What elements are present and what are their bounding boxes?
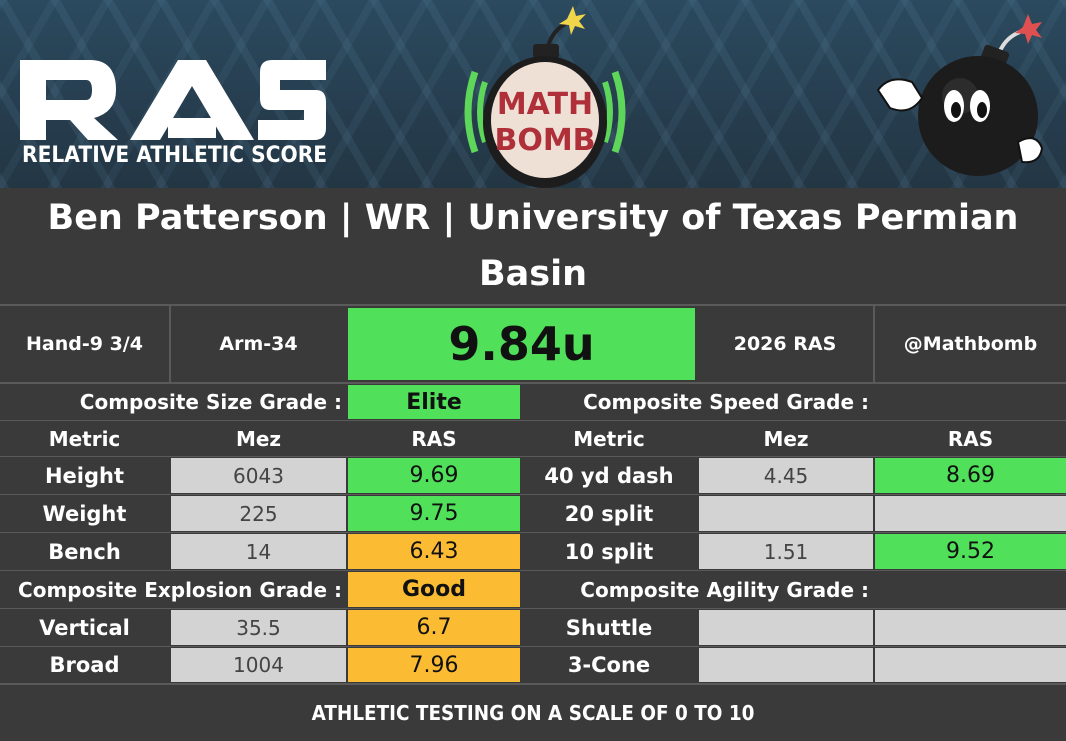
speed-header-mez: Mez [763,426,809,451]
mez-height: 6043 [171,458,346,493]
grid-line [873,304,875,383]
ras-20-split [875,496,1066,531]
mez-3-cone [699,648,873,682]
ras-10-split: 9.52 [875,534,1066,569]
grid-line [0,532,1066,533]
metric-weight: Weight [42,501,127,526]
ras-height: 9.69 [348,458,520,493]
mez-20-split [699,496,873,531]
bomb-mascot-icon [876,14,1044,176]
grid-line [0,304,1066,306]
explosion-grade-badge: Good [348,572,520,607]
metric-shuttle: Shuttle [565,615,653,640]
metric-height: Height [44,463,125,488]
size-header-mez: Mez [235,426,282,451]
page-title: Ben Patterson | WR | University of Texas… [0,190,1066,302]
ras-year: 2026 RAS [733,333,837,355]
mez-shuttle [699,610,873,645]
twitter-handle: @Mathbomb [903,333,1038,355]
speed-header-ras: RAS [947,426,994,451]
mathbomb-word-1: MATH [497,87,593,122]
speed-grade-badge [875,385,1066,419]
size-grade-label: Composite Size Grade : [79,390,342,414]
metric-10-split: 10 split [564,539,654,564]
ras-weight: 9.75 [348,496,520,531]
grid-line [0,646,1066,647]
metric-broad: Broad [49,653,120,677]
size-header-metric: Metric [48,426,121,451]
mez-weight: 225 [171,496,346,531]
ras-broad: 7.96 [348,648,520,682]
mez-vertical: 35.5 [171,610,346,645]
ras-score: 9.84u [348,308,695,380]
ras-shuttle [875,610,1066,645]
mez-40-yd-dash: 4.45 [699,458,873,493]
speed-header-metric: Metric [573,426,645,451]
ras-40-yd-dash: 8.69 [875,458,1066,493]
metric-vertical: Vertical [39,615,130,640]
hand-size: Hand-9 3/4 [26,333,143,355]
ras-bench: 6.43 [348,534,520,569]
header-banner: RELATIVE ATHLETIC SCORE MATH BOMB [0,0,1066,188]
ras-vertical: 6.7 [348,610,520,645]
grid-line [0,456,1066,457]
ras-logo [20,60,326,140]
explosion-grade-label: Composite Explosion Grade : [18,577,342,602]
mez-bench: 14 [171,534,346,569]
metric-bench: Bench [48,539,121,564]
agility-grade-badge [875,572,1066,607]
grid-line [0,608,1066,609]
metric-40-yd-dash: 40 yd dash [544,463,674,488]
grid-line [0,683,1066,685]
grid-line [0,420,1066,421]
ras-table: Hand-9 3/4 Arm-34 9.84u 2026 RAS @Mathbo… [0,304,1066,685]
speed-grade-label: Composite Speed Grade : [583,390,869,414]
mathbomb-logo: MATH BOMB [464,6,626,188]
mathbomb-word-2: BOMB [494,123,595,158]
grid-line [0,494,1066,495]
footer-caption: ATHLETIC TESTING ON A SCALE OF 0 TO 10 [42,686,1024,741]
arm-length: Arm-34 [219,333,298,355]
ras-3-cone [875,648,1066,682]
grid-line [0,382,1066,384]
agility-grade-label: Composite Agility Grade : [580,577,869,602]
size-header-ras: RAS [411,426,457,451]
metric-20-split: 20 split [564,501,654,526]
grid-line [169,304,171,383]
size-grade-badge: Elite [348,385,520,419]
grid-line [0,570,1066,571]
mez-10-split: 1.51 [699,534,873,569]
mez-broad: 1004 [171,648,346,682]
ras-subtitle: RELATIVE ATHLETIC SCORE [22,143,328,168]
metric-3-cone: 3-Cone [567,653,651,677]
